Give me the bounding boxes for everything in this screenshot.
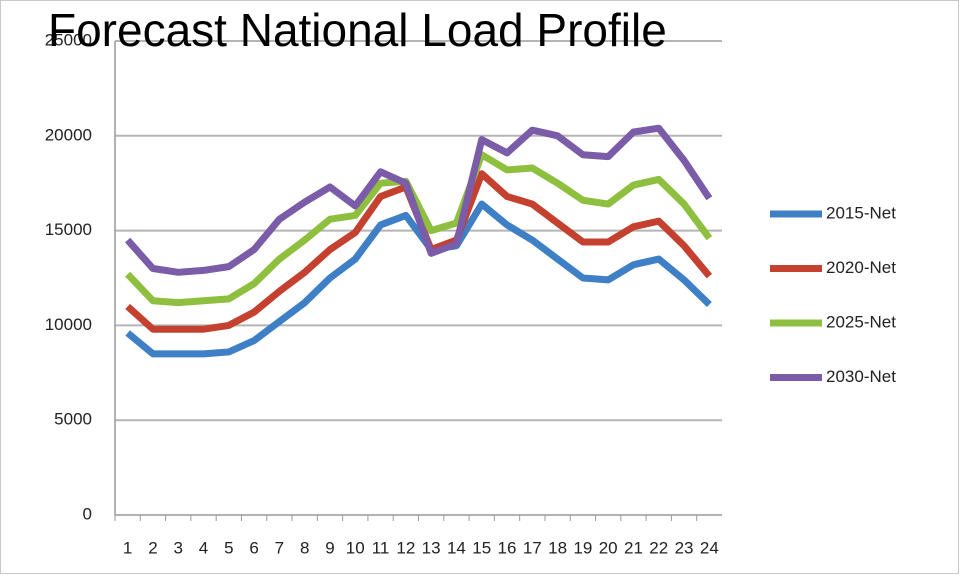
y-tick-label: 20000 xyxy=(45,125,92,144)
legend-label: 2025-Net xyxy=(826,312,896,331)
x-tick-label: 15 xyxy=(472,538,491,557)
x-tick-label: 7 xyxy=(275,538,284,557)
x-tick-label: 17 xyxy=(523,538,542,557)
x-tick-label: 12 xyxy=(396,538,415,557)
x-tick-label: 9 xyxy=(325,538,334,557)
y-tick-label: 15000 xyxy=(45,220,92,239)
x-tick-label: 8 xyxy=(300,538,309,557)
x-tick-label: 1 xyxy=(123,538,132,557)
x-tick-label: 18 xyxy=(548,538,567,557)
x-tick-label: 11 xyxy=(372,538,390,557)
y-tick-label: 10000 xyxy=(45,315,92,334)
chart-title: Forecast National Load Profile xyxy=(48,4,667,56)
x-tick-label: 23 xyxy=(675,538,694,557)
legend-label: 2020-Net xyxy=(826,258,896,277)
x-tick-label: 19 xyxy=(573,538,592,557)
series-line xyxy=(125,200,712,358)
x-tick-label: 4 xyxy=(199,538,208,557)
x-tick-label: 16 xyxy=(498,538,517,557)
x-tick-label: 2 xyxy=(148,538,157,557)
series-line xyxy=(125,124,713,276)
x-tick-label: 6 xyxy=(249,538,258,557)
x-tick-label: 14 xyxy=(447,538,466,557)
y-tick-label: 5000 xyxy=(54,410,92,429)
x-tick-label: 20 xyxy=(599,538,618,557)
y-tick-label: 0 xyxy=(83,504,92,523)
x-tick-label: 3 xyxy=(173,538,182,557)
x-tick-label: 13 xyxy=(422,538,441,557)
x-tick-label: 24 xyxy=(700,538,719,557)
x-tick-label: 21 xyxy=(624,538,643,557)
y-tick-label: 25000 xyxy=(45,30,92,49)
x-tick-label: 22 xyxy=(649,538,668,557)
x-tick-label: 5 xyxy=(224,538,233,557)
legend-label: 2015-Net xyxy=(826,203,896,222)
x-tick-label: 10 xyxy=(346,538,365,557)
legend-label: 2030-Net xyxy=(826,367,896,386)
series-line xyxy=(125,151,713,307)
